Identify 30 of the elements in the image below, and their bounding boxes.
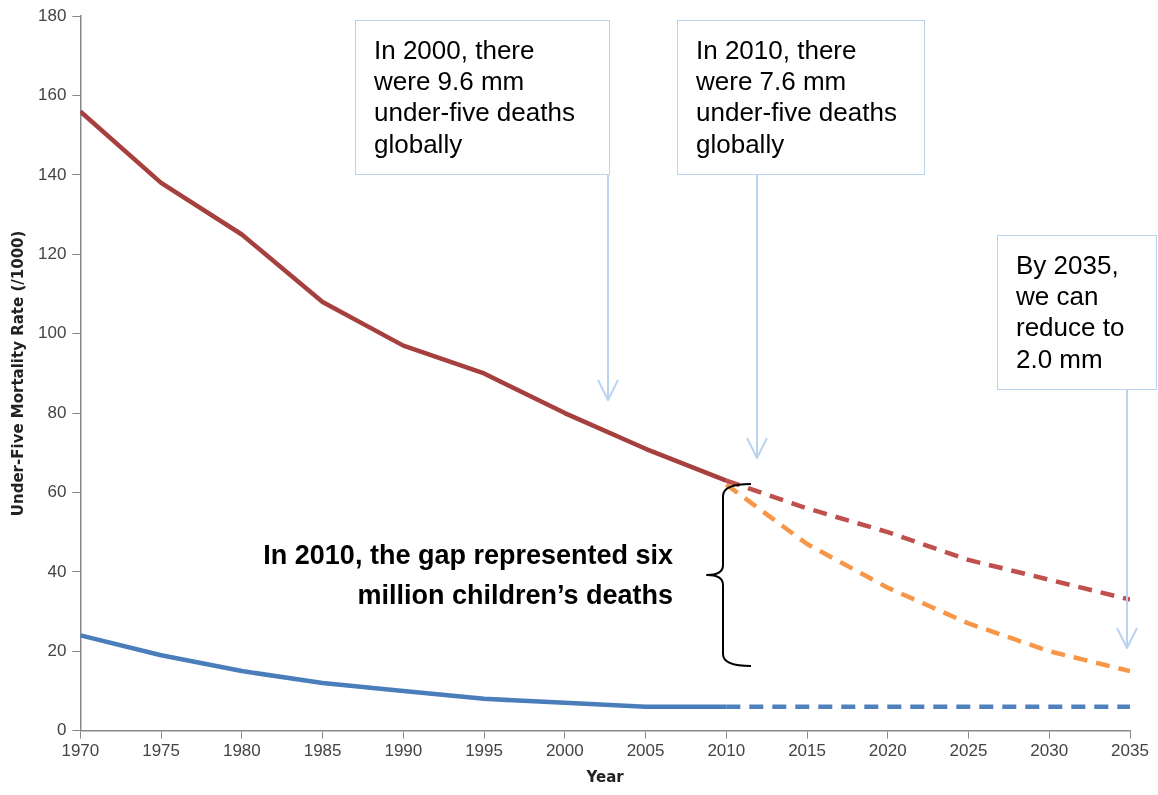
x-tick-label: 1995 [465, 741, 503, 761]
y-tick-label: 160 [37, 85, 67, 105]
annotation: By 2035, we can reduce to 2.0 mm [997, 235, 1157, 390]
x-tick-label: 2000 [545, 741, 584, 761]
annotation: In 2010, the gap represented six million children’s deaths [262, 538, 673, 612]
y-tick-label: 40 [47, 561, 67, 581]
y-axis-title: Under-Five Mortality Rate (/1000) [8, 230, 27, 517]
x-tick-label: 1980 [222, 741, 261, 761]
y-tick-label: 140 [37, 164, 67, 184]
x-tick-label: 1970 [61, 741, 100, 761]
y-tick-label: 180 [37, 5, 67, 25]
y-tick-label: 80 [47, 402, 67, 422]
x-tick-label: 2020 [868, 741, 907, 761]
x-tick-label: 2025 [949, 741, 988, 761]
x-tick-label: 1975 [142, 741, 181, 761]
annotation: In 2000, there were 9.6 mm under-five deaths globally [355, 20, 610, 175]
x-tick-label: 2005 [626, 741, 665, 761]
y-tick-label: 100 [37, 323, 67, 343]
x-tick-label: 2015 [788, 741, 826, 761]
x-tick-label: 2030 [1030, 741, 1069, 761]
y-tick-label: 0 [56, 720, 67, 740]
x-tick-label: 2010 [707, 741, 746, 761]
annotation: In 2010, there were 7.6 mm under-five deaths globally [677, 20, 925, 175]
y-tick-label: 20 [47, 640, 67, 660]
x-tick-label: 2035 [1111, 741, 1149, 761]
x-tick-label: 1990 [384, 741, 423, 761]
y-tick-label: 60 [47, 482, 67, 502]
x-axis-title: Year [585, 767, 625, 786]
y-tick-label: 120 [37, 244, 67, 264]
x-tick-label: 1985 [303, 741, 342, 761]
